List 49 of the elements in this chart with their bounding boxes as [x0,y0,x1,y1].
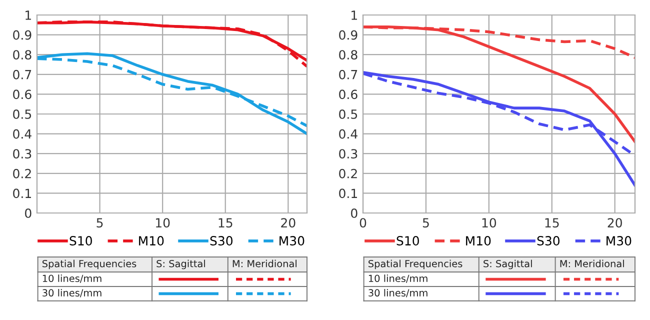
x-tick-label: 10 [482,218,496,228]
legend-label: S10 [396,236,419,246]
text: S: Sagittal [484,260,532,270]
text: M: Meridional [560,260,624,268]
text: M: Meridional [232,260,296,268]
text: Spatial Frequencies [42,260,136,270]
text: 30 lines/mm [368,288,428,298]
y-tick-label: 0.7 [13,70,32,80]
y-tick-label: 0 [351,208,358,218]
x-tick-label: 5 [96,218,103,228]
x-tick-label: 15 [218,218,232,228]
text: 30 lines/mm [42,288,102,298]
text: S: Sagittal [156,260,205,270]
y-tick-label: 0.7 [339,70,358,80]
y-tick-label: 0.4 [339,129,358,139]
y-tick-label: 0.9 [13,30,32,40]
text: 10 lines/mm [368,274,428,283]
y-tick-label: 0.3 [13,149,32,159]
y-tick-label: 0.5 [339,109,358,119]
y-tick-label: 0.6 [339,90,358,100]
y-tick-label: 0.1 [339,188,357,198]
y-tick-label: 0.4 [13,129,32,139]
legend-label: M30 [280,236,304,246]
legend-label: S30 [537,236,560,246]
y-tick-label: 0.8 [13,50,32,60]
legend-label: M30 [606,236,632,246]
y-tick-label: 1 [26,10,31,20]
legend-label: M10 [466,236,491,246]
legend-label: S10 [70,236,92,246]
y-tick-label: 0.2 [13,168,31,178]
x-tick-label: 20 [608,218,622,228]
x-tick-label: 15 [545,218,559,228]
x-tick-label: 20 [281,218,296,228]
y-tick-label: 0.6 [13,90,32,100]
x-tick-label: 5 [422,218,429,228]
y-tick-label: 0 [25,208,32,218]
y-tick-label: 0.9 [339,30,358,40]
y-tick-label: 0.3 [339,149,358,159]
y-tick-label: 0.8 [339,50,358,60]
legend-label: M10 [139,236,164,246]
x-tick-label: 10 [156,218,170,228]
text: Spatial Frequencies [368,260,462,270]
y-tick-label: 0.2 [339,168,357,178]
text: 10 lines/mm [42,274,102,283]
legend-label: S30 [210,236,233,246]
x-tick-label: 0 [360,218,366,228]
y-tick-label: 1 [352,10,357,20]
y-tick-label: 0.1 [13,188,31,198]
y-tick-label: 0.5 [13,109,32,119]
